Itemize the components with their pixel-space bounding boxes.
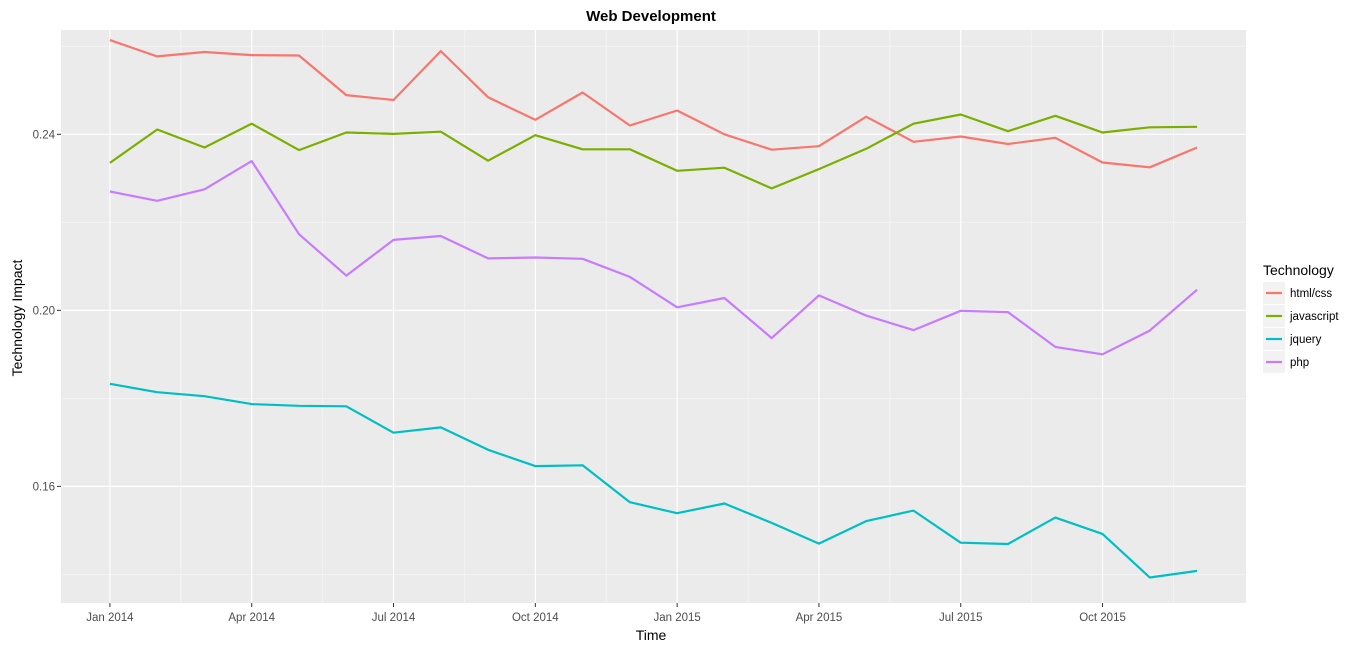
major-gridlines — [61, 30, 1246, 603]
x-tick-label: Oct 2015 — [1079, 612, 1126, 624]
series-lines — [109, 39, 1198, 579]
y-tick-label: 0.16 — [33, 481, 55, 493]
y-tick-label: 0.20 — [33, 305, 55, 317]
x-axis-title: Time — [636, 627, 667, 643]
legend-label: jquery — [1289, 334, 1322, 346]
series-line-php — [109, 160, 1198, 356]
legend-label: php — [1290, 357, 1309, 369]
plot-panel — [61, 30, 1246, 603]
legend: Technology html/css javascript jquery php — [1263, 262, 1339, 373]
minor-gridlines — [61, 30, 1246, 603]
x-tick-label: Oct 2014 — [512, 612, 559, 624]
x-tick-label: Jul 2014 — [372, 612, 416, 624]
y-axis: 0.16 0.20 0.24 — [33, 129, 61, 493]
legend-label: html/css — [1290, 288, 1332, 300]
x-tick-label: Apr 2015 — [796, 612, 843, 624]
series-line-html-css — [109, 39, 1198, 169]
legend-label: javascript — [1289, 311, 1339, 323]
series-line-jquery — [109, 382, 1198, 579]
y-axis-title: Technology Impact — [9, 260, 25, 377]
chart-title: Web Development — [586, 8, 716, 25]
series-line-javascript — [109, 113, 1198, 190]
x-tick-label: Jan 2015 — [653, 612, 700, 624]
legend-title: Technology — [1263, 262, 1334, 278]
x-axis: Jan 2014 Apr 2014 Jul 2014 Oct 2014 Jan 2015… — [86, 603, 1126, 624]
x-tick-label: Jan 2014 — [86, 612, 134, 624]
x-tick-label: Jul 2015 — [939, 612, 982, 624]
x-tick-label: Apr 2014 — [228, 612, 275, 624]
y-tick-label: 0.24 — [33, 129, 56, 141]
